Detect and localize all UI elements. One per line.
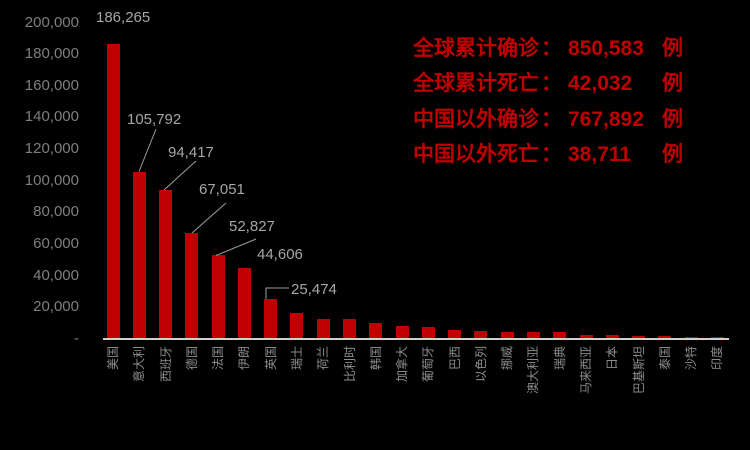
x-axis-label: 泰国 [657,346,672,371]
annotation-value: 850,583 [568,37,644,60]
bar [553,331,567,339]
annotation-unit: 例 [662,72,683,96]
x-axis-label: 韩国 [368,346,383,371]
bar [316,319,330,339]
bar [237,268,251,339]
x-axis-label: 伊朗 [237,346,252,371]
annotation-unit: 例 [662,107,683,131]
annotation-line: 全球累计确诊： 850,583 例 [413,31,683,66]
bar [343,318,357,339]
y-axis-tick: 200,000 [24,13,79,31]
y-axis-tick: 180,000 [24,45,79,63]
leader-line [265,287,289,299]
x-axis-label: 挪威 [500,346,515,371]
bar [290,312,304,339]
x-axis-label: 瑞士 [289,346,304,371]
x-axis-label: 葡萄牙 [421,346,436,383]
annotation-unit: 例 [662,37,683,60]
y-axis-tick: 160,000 [24,76,79,94]
leader-line [215,238,257,256]
x-axis-label: 意大利 [132,346,147,383]
bar [632,335,646,339]
x-axis-label: 澳大利亚 [526,346,541,395]
x-axis-label: 法国 [211,346,226,371]
annotation-line: 中国以外死亡： 38,711 例 [413,137,683,172]
x-axis-line [103,338,729,340]
x-axis-label: 荷兰 [316,346,331,371]
y-axis-tick: 20,000 [33,298,79,316]
bar [500,331,514,339]
annotation-colon: ： [541,72,562,96]
bar [369,323,383,339]
bar [159,189,173,339]
bar [211,255,225,339]
x-axis-label: 西班牙 [158,346,173,383]
bar [395,325,409,339]
x-axis-label: 加拿大 [395,346,410,383]
bar [710,336,724,339]
bar [526,331,540,339]
x-axis-label: 美国 [106,346,120,371]
x-axis-label: 沙特 [684,346,699,371]
bar [474,330,488,339]
leader-line [138,128,157,172]
bar [579,334,593,339]
bar-value-label: 52,827 [229,218,275,235]
y-axis-tick: 140,000 [24,108,79,126]
bar [605,335,619,339]
bar-value-label: 186,265 [96,9,151,26]
leader-line [163,160,197,191]
x-axis-label: 德国 [184,346,199,371]
y-axis-tick: 80,000 [33,203,79,221]
x-axis-label: 巴基斯坦 [631,346,646,395]
annotation-unit: 例 [662,143,683,167]
x-axis-label: 瑞典 [552,346,567,371]
annotation-label: 全球累计死亡 [413,72,539,96]
bar [658,336,672,339]
annotation-colon: ： [541,37,562,60]
annotation-colon: ： [541,107,562,131]
bar-value-label: 94,417 [168,144,214,161]
bar-value-label: 44,606 [257,246,303,263]
bar [106,44,120,339]
annotation-line: 全球累计死亡： 42,032 例 [413,66,683,101]
x-axis-label: 巴西 [447,346,462,371]
y-axis-tick: 40,000 [33,266,79,284]
bar-value-label: 105,792 [127,111,182,128]
leader-line [191,202,227,234]
bar [421,327,435,339]
annotation-value: 42,032 [568,72,633,96]
x-axis-label: 印度 [710,346,725,371]
bar [132,171,146,339]
annotation-label: 全球累计确诊 [413,37,539,60]
y-axis-tick: 120,000 [24,140,79,158]
annotation-label: 中国以外死亡 [413,143,539,167]
annotation-label: 中国以外确诊 [413,107,539,131]
annotation-value: 38,711 [568,143,632,167]
x-axis-label: 以色列 [473,346,488,383]
x-axis-label: 比利时 [342,346,357,383]
annotation-colon: ： [541,143,562,167]
annotation-line: 中国以外确诊： 767,892 例 [413,102,683,137]
x-axis-label: 日本 [605,346,620,371]
x-axis-label: 英国 [263,346,278,371]
y-axis-tick: 100,000 [24,171,79,189]
summary-annotations: 全球累计确诊： 850,583 例全球累计死亡： 42,032 例中国以外确诊： 767,… [413,31,683,173]
bar [684,336,698,339]
bar-value-label: 67,051 [199,181,245,198]
y-axis-tick: 60,000 [33,235,79,253]
bar [448,329,462,339]
bar-value-label: 25,474 [291,281,337,298]
annotation-value: 767,892 [568,107,644,131]
y-axis-tick: - [74,330,79,347]
x-axis-label: 马来西亚 [579,346,594,395]
bar [185,232,199,339]
bar [264,298,278,339]
